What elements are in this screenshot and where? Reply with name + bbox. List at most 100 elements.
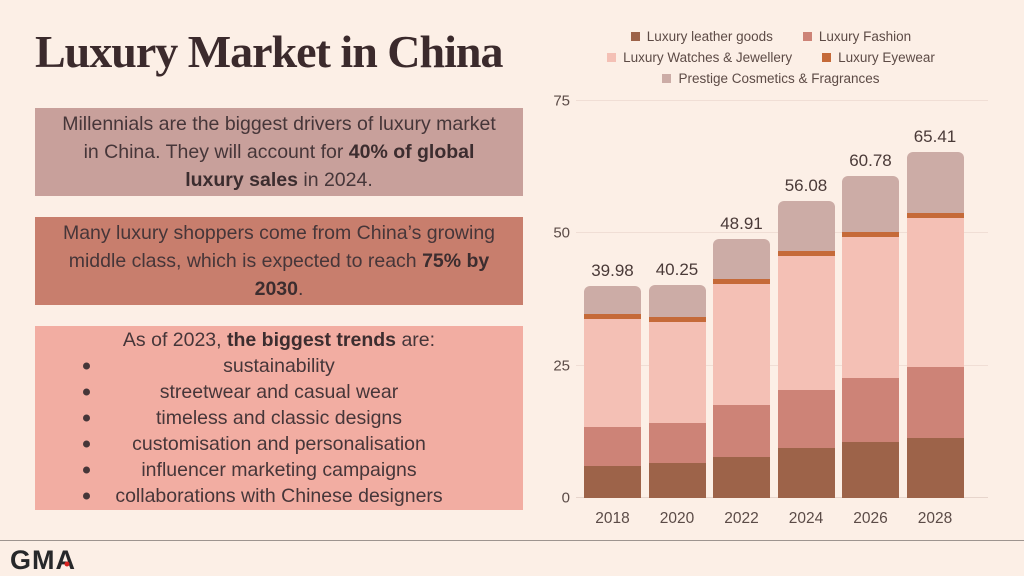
fact-box-2: Many luxury shoppers come from China’s g… bbox=[35, 216, 523, 305]
fact-box-3: As of 2023, the biggest trends are: susta… bbox=[35, 325, 523, 510]
legend-label: Luxury Eyewear bbox=[838, 50, 935, 65]
fact-text: As of 2023, the biggest trends are: bbox=[122, 328, 436, 351]
bar-segment-luxury-eyewear bbox=[584, 314, 641, 320]
legend-item-luxury-eyewear: Luxury Eyewear bbox=[822, 47, 935, 68]
bar-segment-luxury-leather-goods bbox=[842, 442, 899, 498]
trend-item-timeless-and-classic-designs: timeless and classic designs bbox=[57, 405, 501, 431]
bullet-dot-icon bbox=[83, 388, 90, 396]
legend-marker-icon bbox=[630, 32, 640, 41]
legend-marker-icon bbox=[822, 53, 832, 62]
bar-value-label-2024: 56.08 bbox=[784, 176, 828, 196]
gma-logo: GMA bbox=[10, 545, 76, 576]
fact-text: Many luxury shoppers come from China’s g… bbox=[62, 221, 496, 300]
trend-item-label: streetwear and casual wear bbox=[159, 380, 399, 403]
trend-item-label: timeless and classic designs bbox=[155, 406, 403, 429]
bar-segment-luxury-eyewear bbox=[842, 231, 899, 237]
fact-box-1: Millennials are the biggest drivers of l… bbox=[35, 107, 523, 196]
trend-item-label: customisation and personalisation bbox=[132, 432, 426, 455]
trend-item-collaborations-with-chinese-designers: collaborations with Chinese designers bbox=[57, 483, 501, 509]
legend-label: Luxury Watches & Jewellery bbox=[623, 50, 793, 65]
x-tick-2026: 2026 bbox=[853, 510, 888, 527]
bar-segment-luxury-fashion bbox=[842, 378, 899, 443]
bullet-dot-icon bbox=[83, 414, 90, 422]
bar-segment-luxury-eyewear bbox=[713, 279, 770, 285]
legend-item-prestige-cosmetics-fragrances: Prestige Cosmetics & Fragrances bbox=[662, 68, 880, 89]
bar-segment-prestige-cosmetics-fragrances bbox=[842, 176, 899, 232]
bar-segment-luxury-watches-jewellery bbox=[584, 319, 641, 428]
x-tick-2018: 2018 bbox=[595, 510, 630, 527]
bar-2022: 48.91 2022 bbox=[713, 214, 770, 527]
trend-item-sustainability: sustainability bbox=[57, 353, 501, 379]
bar-2020: 40.25 2020 bbox=[648, 260, 706, 527]
bar-segment-prestige-cosmetics-fragrances bbox=[648, 285, 706, 318]
x-tick-2028: 2028 bbox=[917, 510, 953, 527]
x-tick-2020: 2020 bbox=[659, 510, 695, 527]
bar-value-label-2022: 48.91 bbox=[720, 214, 763, 234]
trend-item-label: collaborations with Chinese designers bbox=[115, 484, 443, 507]
bar-segment-luxury-watches-jewellery bbox=[906, 218, 964, 367]
bullet-dot-icon bbox=[83, 466, 90, 474]
plot-area: 39.98 2018 40.25 2020 48.91 2022 56.08 2024 60.7… bbox=[576, 100, 1002, 527]
chart-panel: Luxury leather goods Luxury Fashion Luxury… bbox=[540, 26, 1002, 527]
left-column: Luxury Market in China Millennials are t… bbox=[35, 26, 523, 510]
bar-value-label-2026: 60.78 bbox=[849, 151, 892, 171]
gridline-75 bbox=[576, 100, 988, 101]
fact-boxes: Millennials are the biggest drivers of l… bbox=[35, 107, 523, 510]
bar-segment-luxury-eyewear bbox=[648, 317, 706, 322]
bar-segment-luxury-eyewear bbox=[777, 250, 835, 256]
logo-red-dot-icon bbox=[64, 561, 70, 567]
logo-letter-a: A bbox=[55, 545, 76, 575]
legend-marker-icon bbox=[802, 32, 812, 41]
bullet-dot-icon bbox=[83, 362, 90, 370]
bar-segment-luxury-fashion bbox=[584, 427, 641, 467]
legend-label: Prestige Cosmetics & Fragrances bbox=[678, 71, 880, 86]
trend-list: sustainability streetwear and casual wear… bbox=[57, 353, 501, 509]
bar-segment-luxury-leather-goods bbox=[777, 448, 835, 498]
bar-segment-luxury-watches-jewellery bbox=[777, 255, 835, 390]
chart-legend: Luxury leather goods Luxury Fashion Luxury… bbox=[556, 26, 986, 89]
trend-item-streetwear-and-casual-wear: streetwear and casual wear bbox=[57, 379, 501, 405]
bar-value-label-2018: 39.98 bbox=[591, 261, 634, 281]
y-tick-0: 0 bbox=[561, 489, 570, 507]
bar-segment-prestige-cosmetics-fragrances bbox=[584, 286, 641, 315]
bar-2018: 39.98 2018 bbox=[584, 261, 641, 527]
footer-divider bbox=[0, 540, 1024, 541]
bullet-dot-icon bbox=[83, 492, 90, 500]
bullet-dot-icon bbox=[83, 440, 90, 448]
y-tick-25: 25 bbox=[553, 357, 570, 375]
x-tick-2024: 2024 bbox=[788, 510, 824, 527]
bar-segment-prestige-cosmetics-fragrances bbox=[713, 239, 770, 280]
page-title: Luxury Market in China bbox=[35, 26, 503, 77]
bar-segment-luxury-fashion bbox=[906, 366, 964, 438]
bar-segment-luxury-watches-jewellery bbox=[842, 236, 899, 379]
y-axis: 0 25 50 75 bbox=[540, 93, 576, 507]
fact-text: Millennials are the biggest drivers of l… bbox=[62, 112, 496, 191]
legend-item-luxury-watches-jewellery: Luxury Watches & Jewellery bbox=[607, 47, 792, 68]
legend-item-luxury-leather-goods: Luxury leather goods bbox=[630, 26, 773, 47]
bar-segment-luxury-fashion bbox=[648, 422, 706, 464]
bar-segment-luxury-leather-goods bbox=[648, 463, 706, 498]
bar-segment-luxury-watches-jewellery bbox=[713, 284, 770, 405]
bar-segment-luxury-leather-goods bbox=[906, 437, 964, 498]
legend-marker-icon bbox=[662, 74, 672, 83]
legend-item-luxury-fashion: Luxury Fashion bbox=[802, 26, 912, 47]
trend-item-influencer-marketing-campaigns: influencer marketing campaigns bbox=[57, 457, 501, 483]
logo-letters-gm: GM bbox=[10, 545, 56, 575]
bars-row: 39.98 2018 40.25 2020 48.91 2022 56.08 2024 60.7… bbox=[584, 101, 988, 527]
legend-marker-icon bbox=[607, 53, 617, 62]
bar-segment-luxury-fashion bbox=[777, 389, 835, 449]
bar-value-label-2020: 40.25 bbox=[655, 259, 699, 279]
bar-segment-luxury-leather-goods bbox=[584, 466, 641, 498]
bar-value-label-2028: 65.41 bbox=[913, 126, 957, 146]
legend-label: Luxury Fashion bbox=[818, 29, 912, 44]
bar-2028: 65.41 2028 bbox=[906, 127, 964, 527]
y-tick-75: 75 bbox=[553, 92, 570, 110]
bar-segment-prestige-cosmetics-fragrances bbox=[777, 201, 835, 251]
bar-segment-luxury-fashion bbox=[713, 404, 770, 457]
legend-label: Luxury leather goods bbox=[646, 29, 773, 44]
trend-item-customisation-and-personalisation: customisation and personalisation bbox=[57, 431, 501, 457]
bar-2026: 60.78 2026 bbox=[842, 151, 899, 527]
bar-segment-prestige-cosmetics-fragrances bbox=[906, 151, 964, 213]
bar-segment-luxury-leather-goods bbox=[713, 456, 770, 498]
